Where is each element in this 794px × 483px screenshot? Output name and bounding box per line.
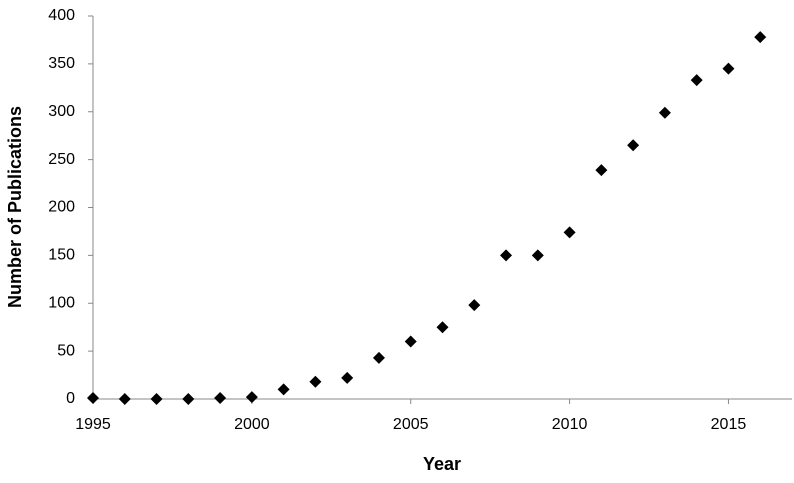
y-axis-title: Number of Publications — [5, 106, 25, 308]
x-tick-label: 1995 — [75, 416, 111, 433]
data-point — [309, 375, 322, 388]
data-point — [754, 31, 767, 44]
data-point — [341, 371, 354, 384]
data-point — [182, 393, 195, 405]
data-point — [500, 249, 513, 262]
y-tick-label: 100 — [48, 294, 75, 311]
data-point — [87, 392, 99, 405]
data-point — [277, 383, 290, 396]
y-tick-label: 400 — [48, 7, 75, 24]
x-tick-label: 2015 — [711, 416, 747, 433]
y-tick-label: 0 — [66, 390, 75, 407]
y-tick-label: 50 — [57, 342, 75, 359]
data-point — [372, 351, 385, 364]
data-point — [658, 106, 671, 119]
x-tick-label: 2010 — [552, 416, 588, 433]
data-point — [245, 391, 258, 404]
data-point — [214, 392, 227, 405]
y-tick-label: 250 — [48, 151, 75, 168]
data-point — [468, 299, 481, 312]
data-point — [722, 62, 735, 75]
data-point — [150, 393, 163, 405]
data-point — [627, 139, 640, 152]
data-point — [595, 164, 608, 177]
data-point — [436, 321, 449, 334]
y-tick-label: 300 — [48, 103, 75, 120]
data-point — [690, 74, 703, 87]
y-tick-label: 350 — [48, 55, 75, 72]
data-point — [531, 249, 544, 262]
data-point — [563, 226, 576, 239]
x-tick-label: 2000 — [234, 416, 270, 433]
y-tick-label: 200 — [48, 199, 75, 216]
data-point — [118, 393, 131, 405]
data-point — [404, 335, 417, 348]
x-tick-label: 2005 — [393, 416, 429, 433]
y-tick-label: 150 — [48, 247, 75, 264]
x-axis-title: Year — [423, 454, 461, 474]
